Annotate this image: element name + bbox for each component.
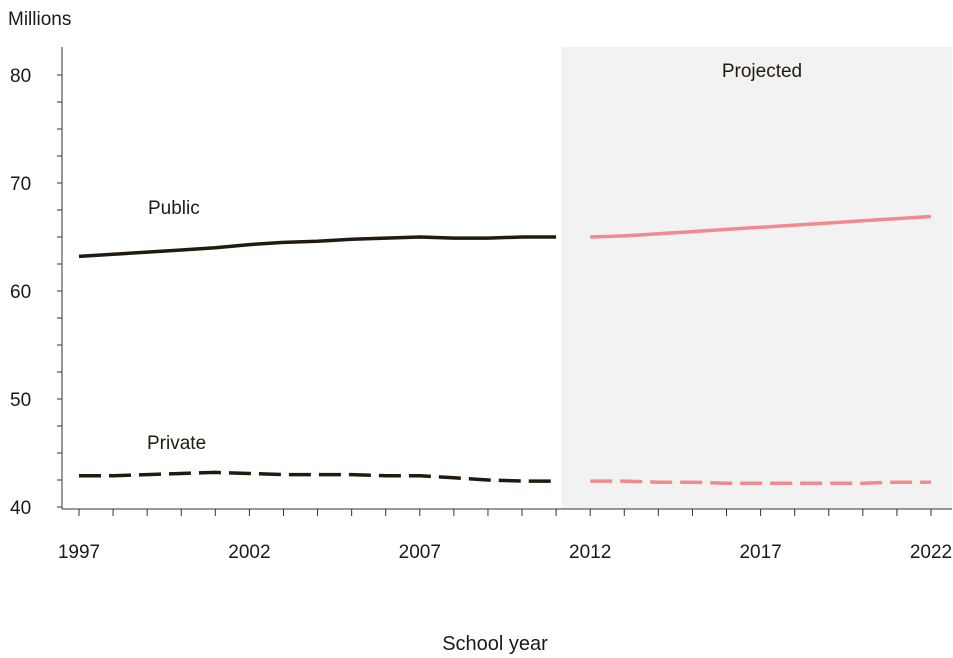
labels: Millions School year Projected Public Pr… (8, 9, 802, 655)
x-axis-title: School year (442, 633, 548, 655)
x-tick-label: 2017 (739, 542, 781, 563)
y-tick-label: 40 (10, 498, 31, 519)
series-line-private-actual (79, 470, 557, 483)
x-tick-label: 2012 (569, 542, 611, 563)
x-tick-label: 1997 (58, 542, 100, 563)
y-tick-label: 50 (10, 390, 31, 411)
y-axis-unit-label: Millions (8, 9, 71, 30)
projection-shade (561, 47, 952, 509)
y-tick-label: 60 (10, 282, 31, 303)
x-tick-label: 2002 (228, 542, 270, 563)
y-tick-label: 80 (10, 66, 31, 87)
series-line-private-projected (590, 479, 931, 485)
axes: 40 50 60 70 80 1997 2002 2007 2012 2017 2022 (10, 47, 952, 563)
series-label-public: Public (148, 198, 200, 219)
series-label-private: Private (147, 433, 206, 454)
projected-label: Projected (722, 61, 802, 82)
y-tick-label: 70 (10, 174, 31, 195)
series-line-public-projected (590, 214, 932, 239)
series-line-public-actual (78, 235, 557, 259)
x-tick-label: 2007 (399, 542, 441, 563)
series-lines (78, 214, 932, 485)
projection-region (561, 47, 952, 509)
x-tick-label: 2022 (910, 542, 952, 563)
